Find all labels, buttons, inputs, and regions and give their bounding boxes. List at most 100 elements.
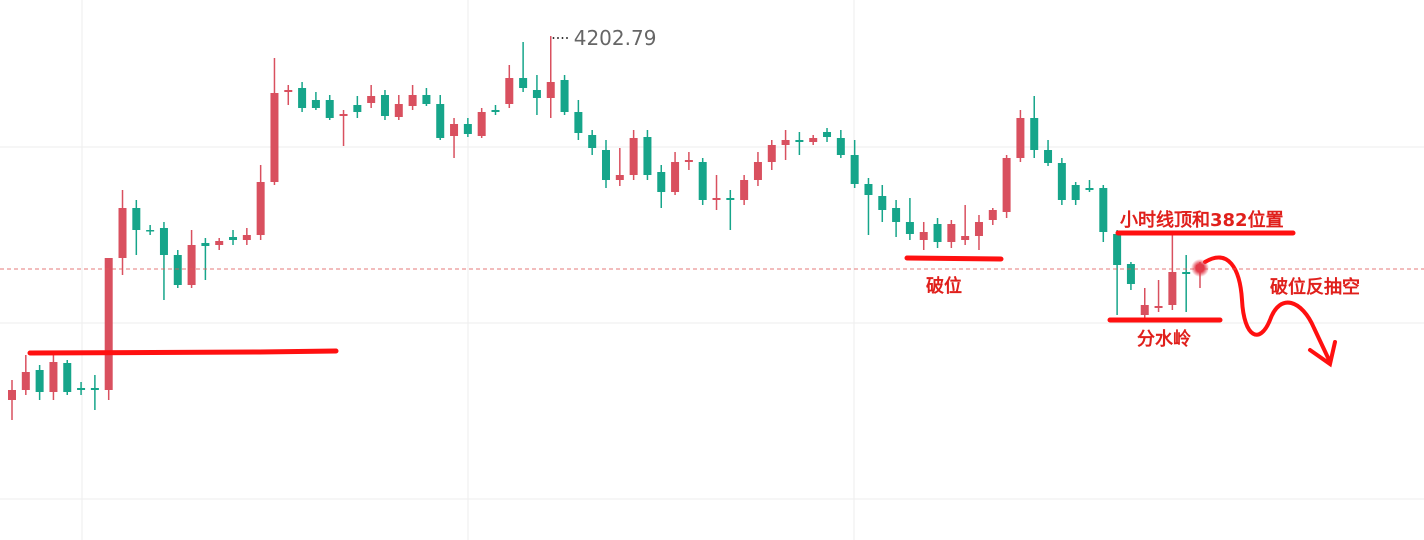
annotation: 破位反抽空	[1270, 276, 1360, 298]
candle-body	[726, 198, 735, 200]
candle-body	[767, 145, 776, 162]
annotation: 分水岭	[1137, 328, 1191, 350]
candle-body	[1030, 118, 1039, 150]
candle-body	[919, 232, 928, 240]
candle-body	[519, 78, 528, 88]
candle-body	[63, 363, 72, 392]
candle-body	[187, 245, 196, 285]
candle-body	[1113, 234, 1122, 265]
candle-body	[809, 138, 818, 142]
candles	[8, 36, 1204, 420]
candle-body	[1140, 305, 1149, 315]
candle-body	[753, 162, 762, 180]
candle-body	[961, 236, 970, 240]
candle-body	[159, 228, 168, 255]
candle-body	[339, 114, 348, 116]
candle-body	[35, 370, 44, 392]
candle-body	[256, 182, 265, 235]
candle-body	[1154, 306, 1163, 308]
candle-body	[1057, 163, 1066, 200]
annotation: 破位	[926, 275, 962, 297]
candle-body	[905, 222, 914, 234]
annotation: 小时线顶和382位置	[1120, 209, 1284, 231]
candle-body	[864, 184, 873, 195]
candle-body	[1126, 264, 1135, 284]
candle-body	[712, 198, 721, 200]
candle-body	[201, 243, 210, 246]
candle-body	[215, 241, 224, 245]
candle-body	[436, 104, 445, 138]
arrow-head	[1308, 340, 1337, 368]
candle-body	[463, 124, 472, 134]
candle-body	[1182, 272, 1191, 274]
candle-body	[353, 105, 362, 112]
candle-body	[657, 172, 666, 192]
candle-body	[311, 100, 320, 108]
candle-body	[118, 208, 127, 258]
candle-body	[491, 110, 500, 112]
level-line	[27, 348, 339, 356]
candle-body	[781, 140, 790, 145]
candle-body	[104, 258, 113, 390]
candle-body	[242, 235, 251, 240]
candle-body	[8, 390, 16, 400]
candle-body	[546, 82, 555, 98]
hand-drawing	[27, 230, 1337, 368]
candle-body	[1044, 150, 1053, 163]
candle-body	[408, 95, 417, 106]
candle-body	[588, 135, 597, 148]
candle-body	[602, 150, 610, 180]
candle-body	[394, 104, 403, 117]
candle-body	[1002, 158, 1011, 212]
candle-body	[988, 210, 997, 220]
candle-body	[1016, 118, 1025, 158]
candle-body	[450, 124, 459, 136]
high-label: 4202.79	[574, 26, 657, 50]
current-dot	[1191, 259, 1209, 277]
candle-body	[1085, 188, 1094, 190]
candle-body	[367, 96, 376, 103]
candle-body	[173, 255, 182, 285]
candle-body	[698, 162, 707, 200]
candle-body	[132, 208, 141, 230]
candle-body	[643, 137, 652, 175]
candle-body	[629, 138, 638, 175]
candle-body	[325, 100, 334, 118]
candle-body	[560, 80, 569, 112]
candle-body	[270, 93, 279, 182]
candle-body	[229, 237, 238, 240]
candle-body	[615, 175, 624, 180]
candle-body	[947, 224, 956, 242]
candle-body	[671, 162, 680, 192]
candle-body	[836, 138, 845, 155]
candle-body	[284, 90, 293, 92]
candle-body	[505, 78, 514, 104]
candle-body	[77, 388, 86, 390]
candle-body	[90, 388, 99, 390]
level-line	[904, 255, 1004, 262]
arrow	[1203, 255, 1332, 364]
candle-body	[49, 362, 58, 392]
candle-body	[532, 90, 541, 98]
candle-body	[1168, 272, 1177, 305]
candle-body	[740, 180, 749, 200]
candle-body	[795, 140, 804, 142]
candle-body	[933, 224, 942, 242]
candle-body	[146, 230, 155, 232]
candle-body	[850, 155, 859, 184]
candle-body	[574, 112, 583, 133]
candle-body	[878, 196, 887, 210]
candle-body	[422, 95, 431, 104]
candle-body	[477, 112, 486, 136]
candle-body	[380, 95, 389, 116]
candle-body	[892, 208, 901, 222]
candle-body	[1071, 185, 1080, 200]
candle-body	[298, 88, 307, 108]
candle-body	[823, 132, 832, 137]
candle-body	[974, 222, 983, 236]
candle-body	[1099, 188, 1108, 232]
candle-body	[684, 160, 693, 162]
candle-body	[21, 372, 30, 390]
